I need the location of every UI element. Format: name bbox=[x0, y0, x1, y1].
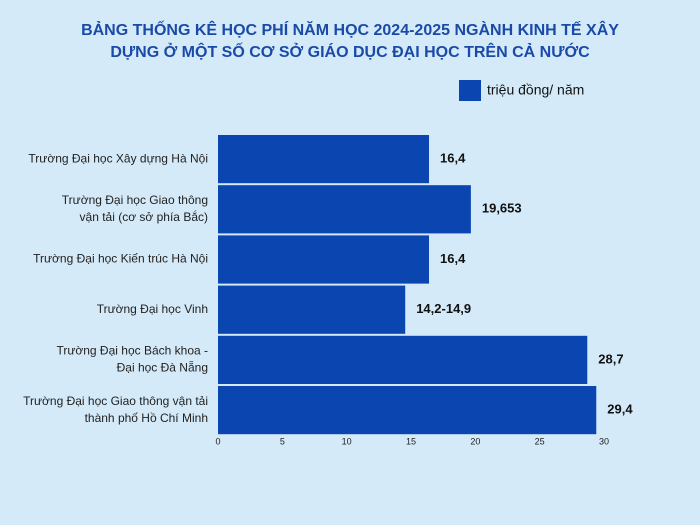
value-label: 16,4 bbox=[440, 151, 466, 166]
legend-label: triệu đồng/ năm bbox=[487, 82, 584, 98]
y-tick-label: thành phố Hồ Chí Minh bbox=[85, 411, 208, 425]
y-tick-label: Trường Đại học Xây dựng Hà Nội bbox=[28, 151, 208, 165]
y-tick-label: Trường Đại học Giao thông vận tải bbox=[23, 394, 208, 408]
bar bbox=[218, 335, 588, 384]
chart-title: BẢNG THỐNG KÊ HỌC PHÍ NĂM HỌC 2024-2025 … bbox=[81, 19, 619, 39]
y-tick-label: Đại học Đà Nẵng bbox=[117, 360, 208, 375]
y-tick-label: Trường Đại học Kiến trúc Hà Nội bbox=[33, 252, 208, 266]
x-tick-label: 20 bbox=[470, 436, 480, 446]
value-label: 28,7 bbox=[598, 351, 623, 366]
y-tick-label: Trường Đại học Giao thông bbox=[62, 193, 208, 207]
x-tick-label: 15 bbox=[406, 436, 416, 446]
x-tick-label: 10 bbox=[342, 436, 352, 446]
value-label: 29,4 bbox=[607, 402, 633, 417]
value-label: 19,653 bbox=[482, 201, 522, 216]
chart-title: DỰNG Ở MỘT SỐ CƠ SỞ GIÁO DỤC ĐẠI HỌC TRÊ… bbox=[110, 41, 590, 61]
x-tick-label: 25 bbox=[535, 436, 545, 446]
bar bbox=[218, 185, 471, 234]
bar bbox=[218, 235, 430, 284]
y-tick-label: Trường Đại học Vinh bbox=[97, 302, 208, 316]
bar bbox=[218, 285, 406, 334]
bar bbox=[218, 135, 430, 184]
x-tick-label: 5 bbox=[280, 436, 285, 446]
legend-swatch bbox=[459, 80, 481, 101]
x-tick-label: 0 bbox=[215, 436, 220, 446]
value-label: 16,4 bbox=[440, 251, 466, 266]
y-tick-label: Trường Đại học Bách khoa - bbox=[56, 344, 208, 358]
y-tick-label: vận tải (cơ sở phía Bắc) bbox=[80, 209, 208, 224]
bar bbox=[218, 386, 597, 435]
value-label: 14,2-14,9 bbox=[416, 301, 471, 316]
x-tick-label: 30 bbox=[599, 436, 609, 446]
